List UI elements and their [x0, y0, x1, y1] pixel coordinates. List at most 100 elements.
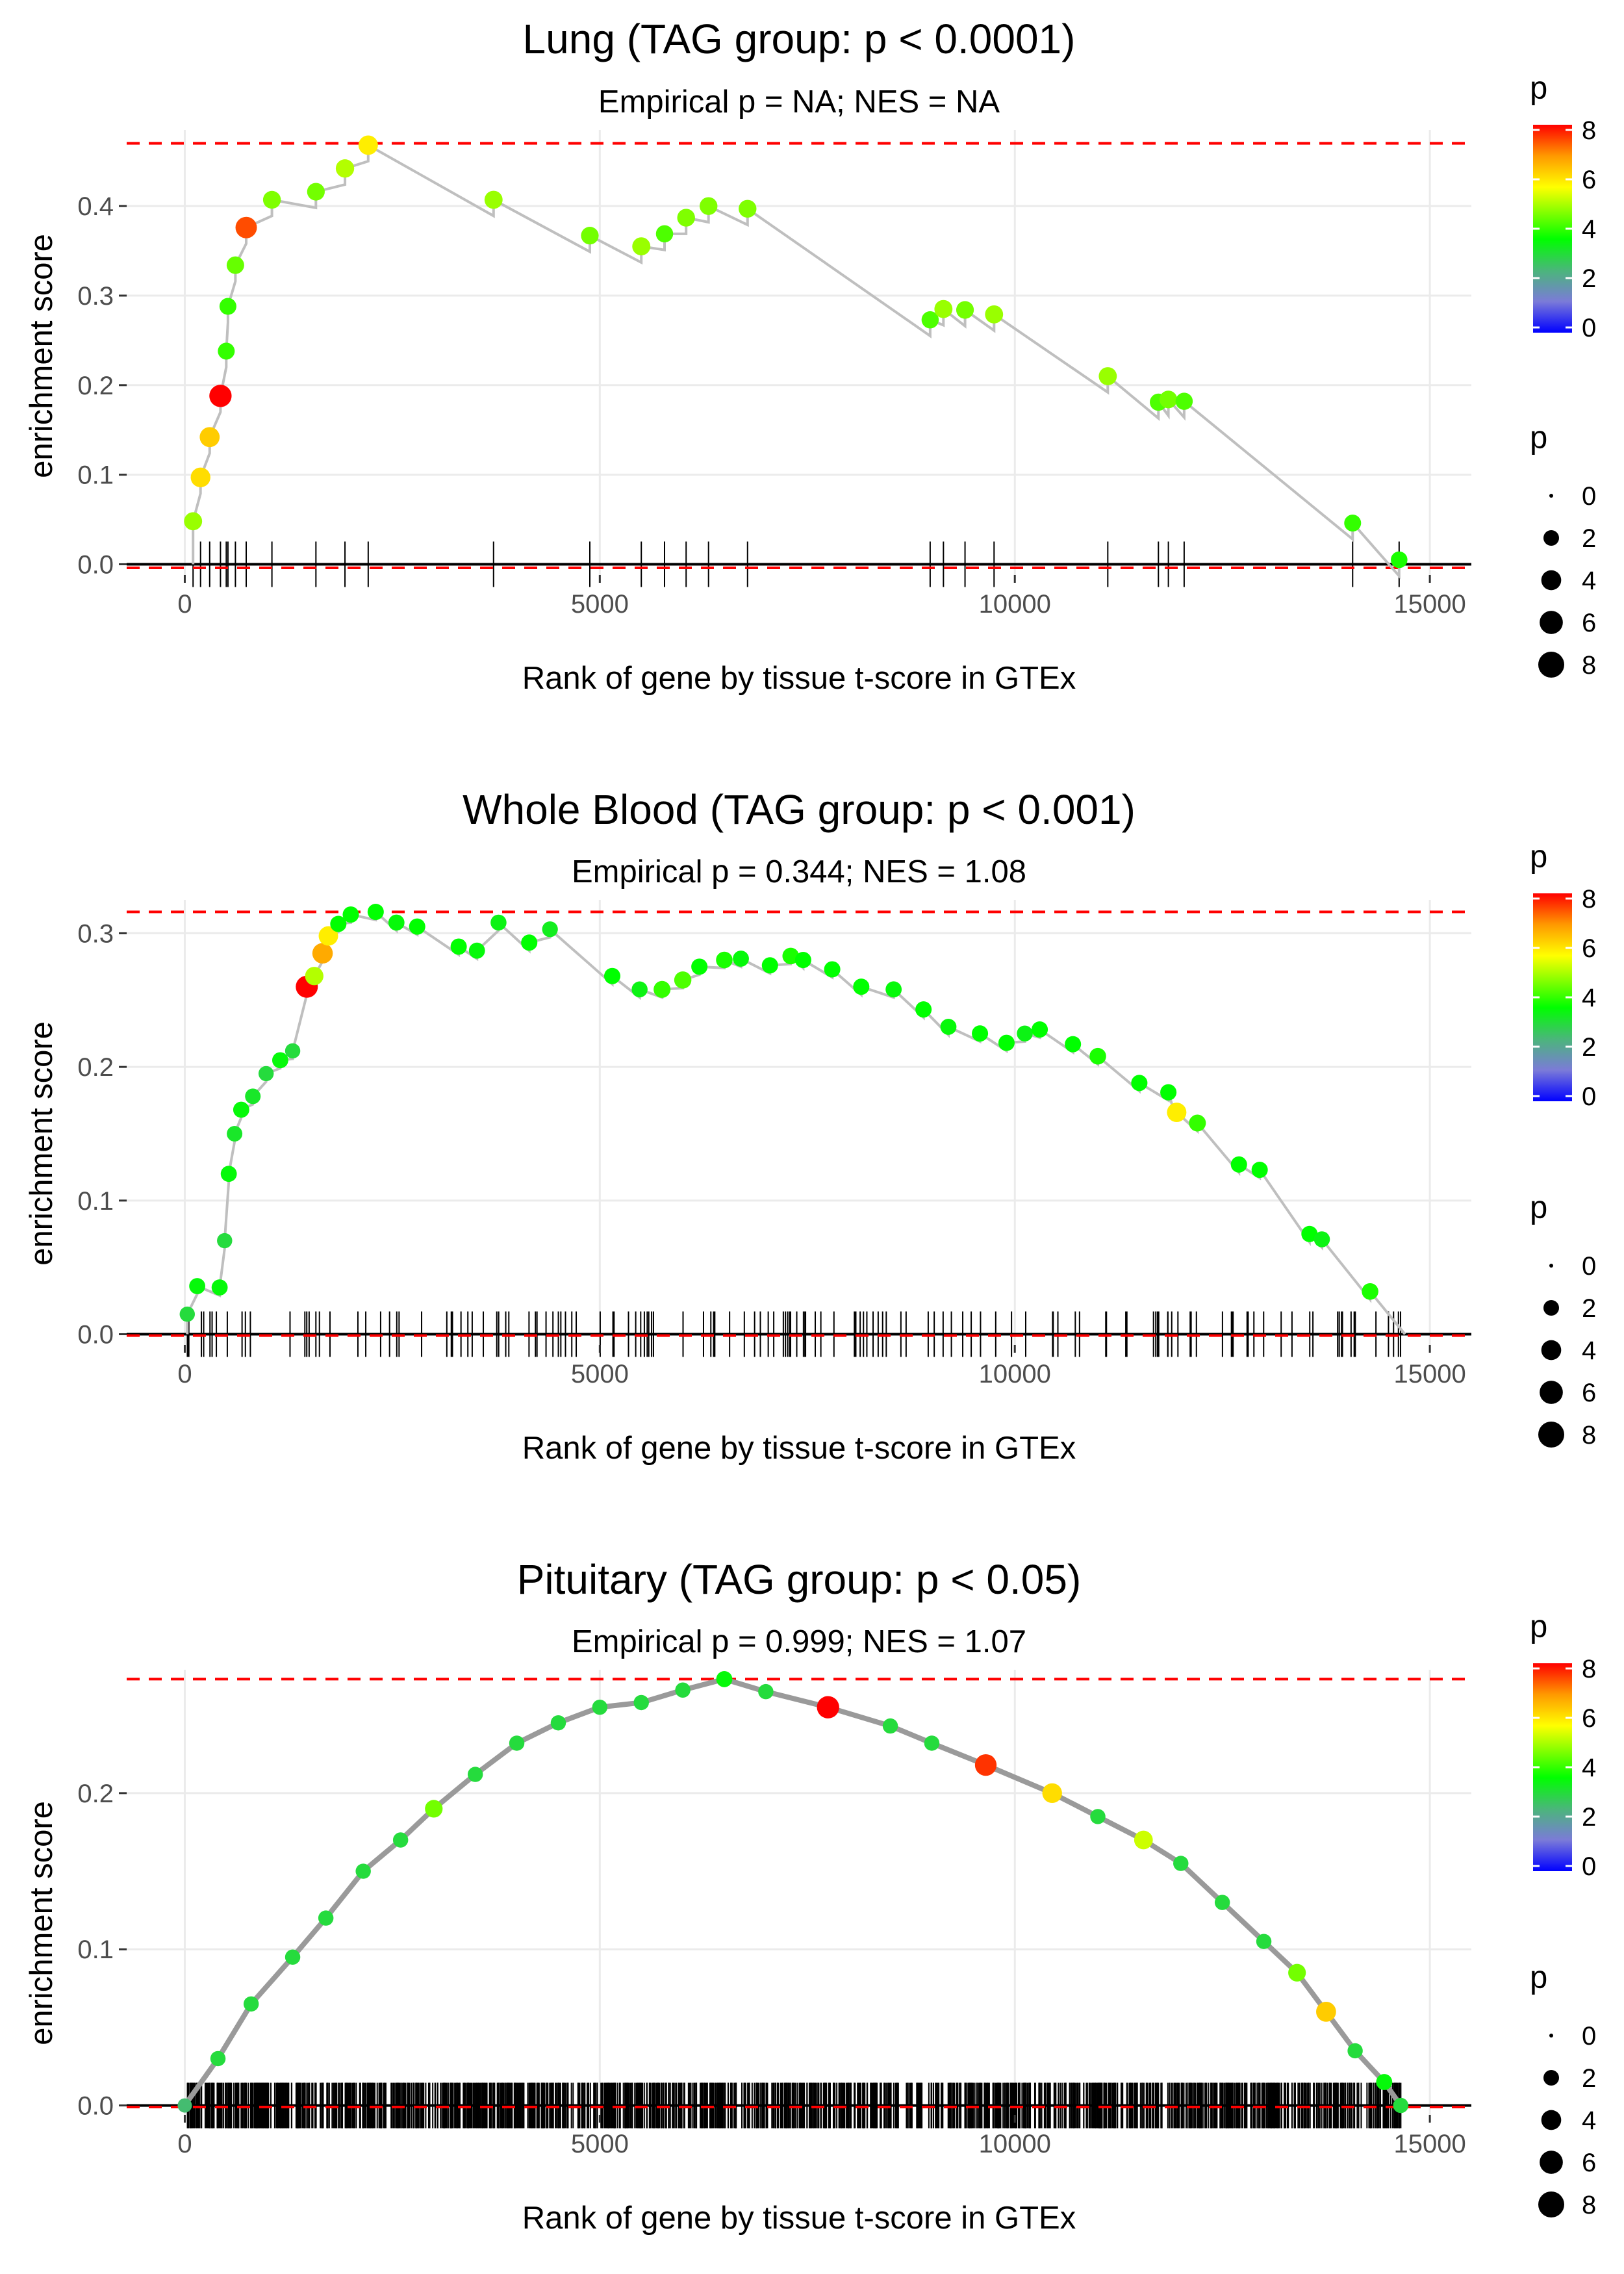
es-point [675, 1682, 691, 1698]
es-point [985, 305, 1004, 324]
es-point [1131, 1075, 1148, 1092]
gene-rug-marks [192, 541, 1400, 587]
es-point [1344, 515, 1362, 532]
y-axis-title: enrichment score [24, 1801, 59, 2045]
size-legend-dot [1538, 1422, 1564, 1448]
es-point [388, 914, 405, 931]
es-point [355, 1863, 371, 1879]
es-point [484, 190, 503, 209]
es-point [1347, 2043, 1363, 2059]
x-tick-label: 15000 [1393, 590, 1465, 619]
gene-rug-marks [186, 2082, 1402, 2128]
chart-subtitle: Empirical p = 0.344; NES = 1.08 [572, 854, 1026, 889]
es-point [1391, 551, 1408, 568]
legend: p 0 2 4 6 8 p 0 2 4 6 8 [1530, 839, 1596, 1450]
es-point [227, 1125, 243, 1142]
y-tick-label: 0.4 [77, 192, 114, 221]
es-point [817, 1696, 839, 1718]
size-legend-label: 8 [1582, 651, 1596, 680]
es-point [700, 197, 718, 215]
size-legend-title: p [1530, 420, 1547, 455]
es-point [312, 943, 333, 964]
es-point [262, 190, 281, 209]
es-point [972, 1025, 989, 1042]
color-legend-label: 0 [1582, 314, 1596, 342]
size-legend-label: 6 [1582, 2149, 1596, 2177]
es-point [1098, 367, 1117, 385]
size-legend-dot [1538, 652, 1564, 678]
size-legend-dot [1541, 570, 1562, 591]
x-tick-label: 15000 [1393, 2130, 1465, 2158]
es-point [1288, 1963, 1306, 1982]
es-point [677, 209, 695, 227]
es-point [184, 512, 203, 531]
color-legend-label: 8 [1582, 885, 1596, 913]
es-point [307, 183, 325, 201]
x-tick-label: 5000 [571, 590, 629, 619]
chart-subtitle: Empirical p = 0.999; NES = 1.07 [572, 1624, 1026, 1659]
es-point [550, 1715, 566, 1731]
es-point [885, 981, 902, 998]
y-tick-label: 0.1 [77, 461, 114, 490]
color-legend-label: 8 [1582, 116, 1596, 145]
es-curve [186, 909, 1406, 1335]
chart-title: Lung (TAG group: p < 0.0001) [523, 16, 1076, 62]
y-tick-label: 0.2 [77, 1053, 114, 1082]
es-point [245, 1088, 261, 1105]
color-legend-title: p [1530, 839, 1547, 875]
y-tick-label: 0.2 [77, 372, 114, 400]
panel-pituitary: Pituitary (TAG group: p < 0.05) Empirica… [24, 1556, 1596, 2236]
es-point [1301, 1225, 1318, 1242]
es-point [233, 1101, 249, 1118]
es-point [1316, 2001, 1336, 2022]
color-legend-title: p [1530, 71, 1547, 106]
size-legend-label: 2 [1582, 1294, 1596, 1323]
x-tick-label: 0 [177, 590, 192, 619]
legend: p 0 2 4 6 8 p 0 2 4 6 8 [1530, 71, 1596, 680]
gridlines [127, 1670, 1471, 2115]
es-point [934, 300, 953, 318]
es-point [632, 237, 651, 256]
size-legend-dot [1540, 611, 1563, 634]
legend: p 0 2 4 6 8 p 0 2 4 6 8 [1530, 1609, 1596, 2219]
es-point [733, 951, 749, 967]
es-point [220, 1166, 237, 1182]
gridlines [127, 130, 1471, 575]
x-ticks: 0 5000 10000 15000 [177, 575, 1466, 619]
color-legend-label: 6 [1582, 1704, 1596, 1733]
es-point [272, 1052, 288, 1069]
size-legend-dot [1541, 2110, 1562, 2130]
size-legend-items: 0 2 4 6 8 [1538, 1252, 1596, 1450]
es-points [184, 135, 1408, 568]
color-legend-ticks: 0 2 4 6 8 [1533, 885, 1596, 1111]
size-legend-dot [1541, 1340, 1562, 1361]
x-ticks: 0 5000 10000 15000 [177, 1345, 1466, 1388]
color-legend-label: 0 [1582, 1082, 1596, 1111]
es-point [189, 1278, 206, 1294]
es-point [468, 942, 485, 959]
es-point [739, 199, 757, 218]
color-legend-title: p [1530, 1609, 1547, 1644]
y-tick-label: 0.2 [77, 1780, 114, 1808]
es-point [258, 1066, 274, 1082]
size-legend-dot [1549, 2034, 1553, 2038]
es-point [521, 934, 538, 951]
es-curve [183, 1676, 1405, 2108]
es-point [219, 298, 236, 315]
es-point [882, 1718, 898, 1734]
es-point [177, 2098, 192, 2113]
size-legend-label: 4 [1582, 1336, 1596, 1365]
size-legend-label: 6 [1582, 609, 1596, 637]
es-point [915, 1001, 932, 1018]
x-tick-label: 0 [177, 2130, 192, 2158]
es-point [633, 1694, 649, 1711]
color-legend-label: 0 [1582, 1852, 1596, 1881]
color-legend-label: 6 [1582, 934, 1596, 963]
size-legend-label: 0 [1582, 1252, 1596, 1281]
y-tick-label: 0.3 [77, 919, 114, 948]
y-ticks: 0.0 0.1 0.2 0.3 [77, 919, 127, 1349]
size-legend-title: p [1530, 1190, 1547, 1225]
es-point [235, 216, 257, 238]
es-point [1134, 1830, 1153, 1850]
